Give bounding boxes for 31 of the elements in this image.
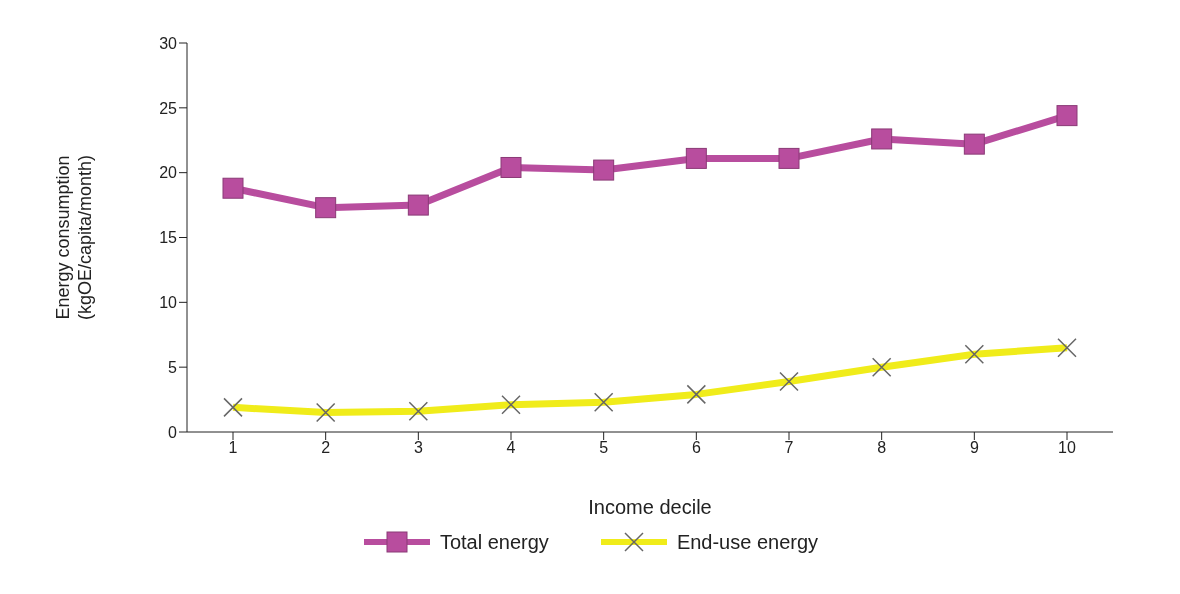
point	[315, 197, 337, 219]
y-tick-label: 15	[159, 229, 178, 247]
y-tick-label: 30	[159, 34, 178, 52]
y-tick-label: 0	[168, 423, 178, 441]
point	[963, 133, 985, 155]
y-tick-label: 10	[159, 294, 178, 312]
x-tick-label: 6	[691, 439, 701, 457]
x-tick-label: 5	[599, 439, 609, 457]
x-tick-label: 10	[1058, 439, 1076, 457]
point	[871, 128, 893, 150]
legend-label: Total energy	[439, 530, 549, 554]
x-tick-label: 8	[877, 439, 887, 457]
x-tick-label: 3	[413, 439, 423, 457]
x-tick-label: 1	[228, 439, 238, 457]
x-tick-label: 7	[784, 439, 794, 457]
x-tick-label: 4	[506, 439, 516, 457]
point	[1056, 105, 1078, 127]
x-tick-label: 2	[321, 439, 331, 457]
point	[222, 177, 244, 199]
y-tick-label: 20	[159, 164, 178, 182]
point	[500, 156, 522, 178]
point	[778, 147, 800, 169]
y-axis-title: Energy consumption (kgOE/capita/month)	[53, 154, 95, 321]
x-tick-label: 9	[969, 439, 979, 457]
x-axis-title: Income decile	[588, 496, 712, 518]
y-tick-label: 25	[159, 99, 178, 117]
y-tick-label: 5	[168, 358, 178, 376]
point	[407, 194, 429, 216]
point	[593, 159, 615, 181]
legend-label: End-use energy	[676, 530, 819, 554]
point	[685, 147, 707, 169]
